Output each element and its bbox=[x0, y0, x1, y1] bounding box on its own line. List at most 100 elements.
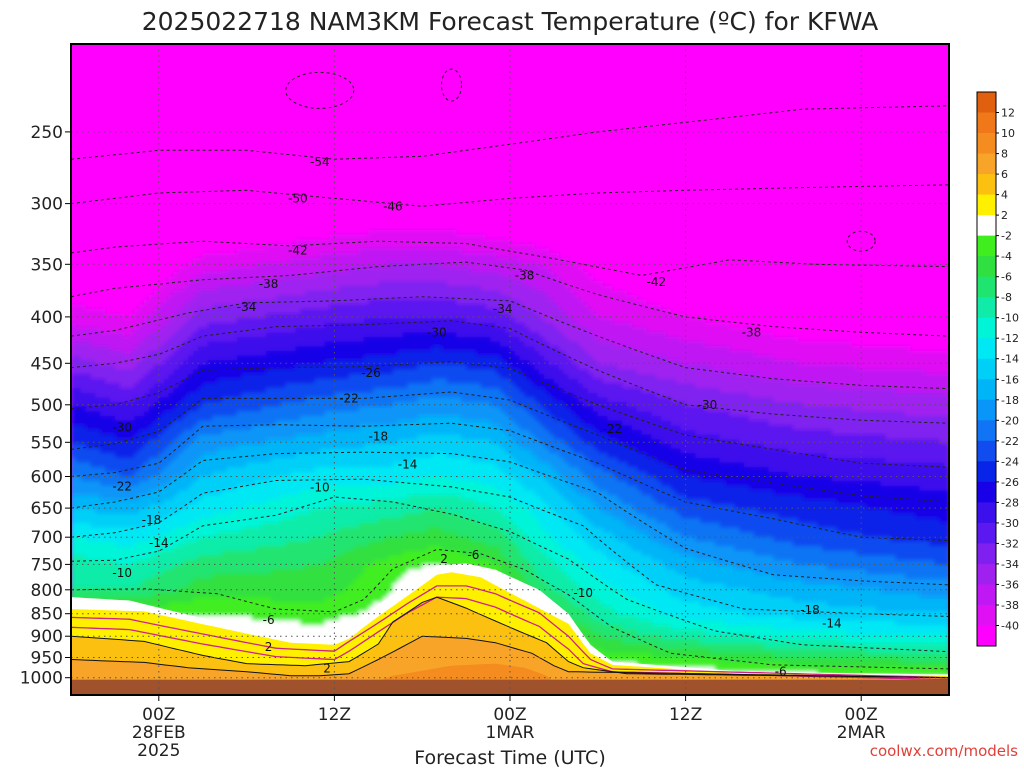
temperature-cell bbox=[153, 550, 160, 557]
temperature-cell bbox=[134, 462, 140, 468]
temperature-cell bbox=[188, 541, 194, 547]
temperature-cell bbox=[153, 374, 160, 380]
temperature-cell bbox=[227, 369, 233, 375]
temperature-cell bbox=[173, 141, 180, 147]
temperature-cell bbox=[207, 309, 214, 315]
temperature-cell bbox=[241, 164, 248, 171]
temperature-cell bbox=[144, 513, 150, 519]
temperature-cell bbox=[241, 141, 248, 147]
temperature-cell bbox=[227, 188, 233, 194]
temperature-cell bbox=[114, 206, 121, 213]
temperature-cell bbox=[217, 602, 223, 608]
temperature-cell bbox=[129, 448, 136, 454]
temperature-cell bbox=[231, 239, 238, 245]
temperature-cell bbox=[188, 574, 194, 580]
temperature-cell bbox=[188, 118, 194, 124]
temperature-cell bbox=[178, 183, 184, 189]
temperature-cell bbox=[149, 234, 155, 240]
temperature-cell bbox=[158, 495, 165, 501]
temperature-cell bbox=[85, 420, 92, 426]
temperature-cell bbox=[134, 234, 140, 240]
temperature-cell bbox=[100, 285, 106, 292]
temperature-cell bbox=[173, 276, 180, 282]
temperature-cell bbox=[71, 99, 77, 106]
temperature-cell bbox=[71, 411, 77, 417]
temperature-cell bbox=[71, 476, 77, 482]
temperature-cell bbox=[105, 169, 111, 175]
temperature-cell bbox=[105, 592, 111, 599]
temperature-cell bbox=[124, 434, 131, 440]
temperature-cell bbox=[153, 509, 160, 515]
temperature-cell bbox=[85, 304, 92, 310]
temperature-cell bbox=[80, 150, 87, 157]
temperature-cell bbox=[75, 448, 82, 454]
temperature-cell bbox=[134, 416, 140, 422]
temperature-cell bbox=[105, 113, 111, 120]
temperature-cell bbox=[183, 290, 189, 296]
temperature-cell bbox=[71, 123, 77, 129]
temperature-cell bbox=[231, 420, 238, 426]
temperature-cell bbox=[144, 332, 150, 338]
temperature-cell bbox=[153, 123, 160, 129]
temperature-cell bbox=[114, 169, 121, 175]
temperature-cell bbox=[163, 420, 170, 426]
temperature-cell bbox=[134, 178, 140, 185]
temperature-cell bbox=[236, 615, 243, 622]
temperature-cell bbox=[207, 439, 214, 445]
temperature-cell bbox=[90, 257, 97, 264]
temperature-cell bbox=[90, 406, 97, 413]
temperature-cell bbox=[110, 188, 116, 194]
temperature-cell bbox=[241, 467, 248, 473]
temperature-cell bbox=[71, 230, 77, 236]
temperature-cell bbox=[105, 248, 111, 254]
temperature-cell bbox=[163, 569, 170, 575]
temperature-cell bbox=[129, 257, 136, 264]
temperature-cell bbox=[85, 53, 92, 59]
temperature-cell bbox=[129, 355, 136, 361]
temperature-cell bbox=[90, 374, 97, 380]
temperature-cell bbox=[75, 169, 82, 175]
temperature-cell bbox=[105, 504, 111, 510]
temperature-cell bbox=[188, 267, 194, 273]
temperature-cell bbox=[153, 346, 160, 352]
temperature-cell bbox=[100, 564, 106, 571]
temperature-cell bbox=[197, 555, 204, 561]
temperature-cell bbox=[163, 146, 170, 152]
temperature-cell bbox=[202, 541, 209, 547]
temperature-cell bbox=[124, 504, 131, 510]
temperature-cell bbox=[134, 443, 140, 450]
temperature-cell bbox=[110, 76, 116, 82]
temperature-cell bbox=[236, 132, 243, 138]
temperature-cell bbox=[231, 57, 238, 64]
temperature-cell bbox=[80, 192, 87, 199]
temperature-cell bbox=[217, 425, 223, 431]
temperature-cell bbox=[231, 192, 238, 199]
temperature-cell bbox=[222, 137, 228, 143]
temperature-cell bbox=[90, 76, 97, 82]
temperature-cell bbox=[178, 336, 184, 343]
temperature-cell bbox=[153, 364, 160, 371]
temperature-cell bbox=[212, 481, 219, 487]
temperature-cell bbox=[95, 485, 101, 492]
temperature-cell bbox=[212, 127, 219, 134]
temperature-cell bbox=[227, 304, 233, 310]
temperature-cell bbox=[197, 118, 204, 124]
temperature-cell bbox=[202, 606, 209, 612]
temperature-cell bbox=[124, 490, 131, 496]
temperature-cell bbox=[90, 295, 97, 301]
temperature-cell bbox=[222, 490, 228, 496]
temperature-cell bbox=[173, 429, 180, 436]
temperature-cell bbox=[173, 71, 180, 78]
temperature-cell bbox=[75, 420, 82, 426]
temperature-cell bbox=[227, 611, 233, 617]
temperature-cell bbox=[231, 476, 238, 482]
temperature-cell bbox=[124, 518, 131, 524]
temperature-cell bbox=[110, 541, 116, 547]
temperature-cell bbox=[100, 109, 106, 115]
temperature-cell bbox=[100, 81, 106, 87]
temperature-cell bbox=[75, 192, 82, 199]
temperature-cell bbox=[192, 192, 199, 199]
temperature-cell bbox=[188, 336, 194, 343]
temperature-cell bbox=[231, 146, 238, 152]
temperature-cell bbox=[139, 499, 145, 506]
